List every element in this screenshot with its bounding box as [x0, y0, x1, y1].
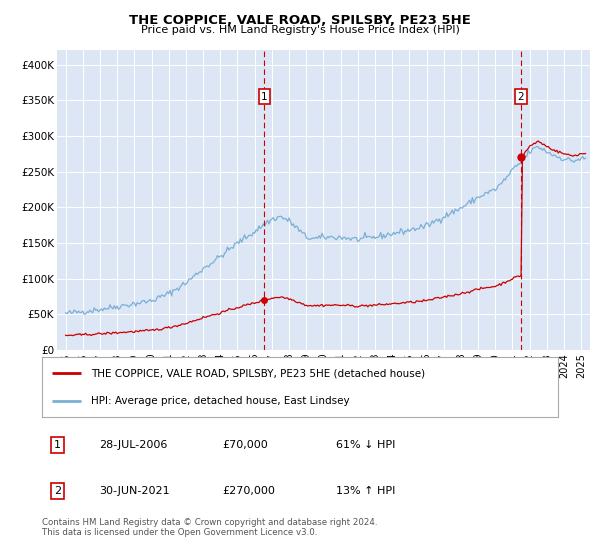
Text: 28-JUL-2006: 28-JUL-2006 [99, 440, 167, 450]
Text: Contains HM Land Registry data © Crown copyright and database right 2024.
This d: Contains HM Land Registry data © Crown c… [42, 518, 377, 538]
Text: 1: 1 [54, 440, 61, 450]
Text: 2: 2 [54, 486, 61, 496]
Text: 61% ↓ HPI: 61% ↓ HPI [336, 440, 395, 450]
Text: 30-JUN-2021: 30-JUN-2021 [99, 486, 169, 496]
Text: THE COPPICE, VALE ROAD, SPILSBY, PE23 5HE (detached house): THE COPPICE, VALE ROAD, SPILSBY, PE23 5H… [91, 368, 425, 378]
Text: Price paid vs. HM Land Registry's House Price Index (HPI): Price paid vs. HM Land Registry's House … [140, 25, 460, 35]
Text: 13% ↑ HPI: 13% ↑ HPI [336, 486, 395, 496]
Text: HPI: Average price, detached house, East Lindsey: HPI: Average price, detached house, East… [91, 396, 350, 406]
Text: £70,000: £70,000 [223, 440, 268, 450]
Text: THE COPPICE, VALE ROAD, SPILSBY, PE23 5HE: THE COPPICE, VALE ROAD, SPILSBY, PE23 5H… [129, 14, 471, 27]
Text: 2: 2 [518, 92, 524, 102]
Text: £270,000: £270,000 [223, 486, 275, 496]
Text: 1: 1 [261, 92, 268, 102]
